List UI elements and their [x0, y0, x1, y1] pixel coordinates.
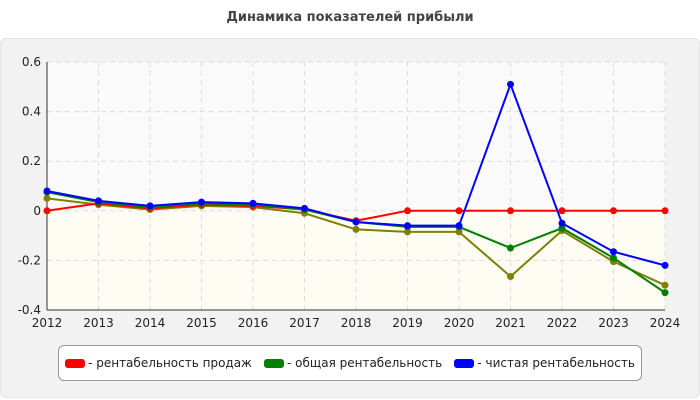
x-tick-label: 2012: [32, 316, 63, 330]
y-tick-label: 0.4: [22, 105, 41, 119]
y-tick-label: 0.2: [22, 154, 41, 168]
legend-label: - рентабельность продаж: [88, 356, 252, 370]
data-point: [558, 224, 566, 232]
x-tick-label: 2022: [547, 316, 578, 330]
x-tick-label: 2019: [392, 316, 423, 330]
data-point: [507, 80, 514, 88]
legend: - рентабельность продаж - общая рентабел…: [58, 345, 642, 381]
y-tick-label: 0: [33, 204, 41, 218]
data-point: [146, 202, 154, 210]
y-tick-label: -0.4: [18, 303, 41, 317]
x-tick-label: 2024: [650, 316, 681, 330]
x-tick-label: 2013: [83, 316, 114, 330]
data-point: [43, 207, 51, 215]
data-point: [198, 198, 205, 206]
legend-swatch: [264, 358, 285, 368]
data-point: [661, 207, 669, 215]
data-point: [352, 218, 360, 226]
x-tick-label: 2020: [444, 316, 475, 330]
data-point: [404, 222, 411, 230]
x-tick-label: 2018: [341, 316, 372, 330]
data-point: [43, 187, 51, 195]
data-point: [661, 289, 669, 297]
data-point: [507, 207, 514, 215]
chart-title: Динамика показателей прибыли: [226, 10, 474, 25]
x-tick-label: 2021: [495, 316, 526, 330]
data-point: [661, 281, 669, 289]
x-tick-label: 2016: [238, 316, 269, 330]
legend-label: - общая рентабельность: [287, 356, 443, 370]
data-point: [507, 273, 514, 281]
x-tick-label: 2014: [135, 316, 166, 330]
data-point: [610, 248, 617, 256]
data-point: [610, 207, 617, 215]
data-point: [507, 244, 514, 252]
x-tick-label: 2015: [186, 316, 217, 330]
x-tick-label: 2023: [598, 316, 629, 330]
data-point: [43, 194, 51, 202]
data-point: [610, 254, 617, 262]
y-tick-label: -0.2: [18, 253, 41, 267]
data-point: [352, 225, 360, 233]
data-point: [404, 207, 411, 215]
data-point: [404, 228, 411, 236]
legend-item-total: - общая рентабельность: [264, 356, 442, 370]
legend-item-sales: - рентабельность продаж: [65, 356, 252, 370]
data-point: [558, 219, 566, 227]
data-point: [455, 207, 463, 215]
legend-label: - чистая рентабельность: [477, 356, 635, 370]
x-tick-label: 2017: [289, 316, 320, 330]
legend-swatch: [454, 358, 475, 368]
legend-swatch: [65, 358, 86, 368]
y-tick-label: 0.6: [22, 55, 41, 69]
data-point: [301, 204, 308, 212]
data-point: [95, 197, 102, 205]
data-point: [455, 222, 463, 230]
legend-item-net: - чистая рентабельность: [454, 356, 635, 370]
data-point: [455, 228, 463, 236]
data-point: [661, 261, 669, 269]
data-point: [249, 199, 257, 207]
data-point: [558, 207, 566, 215]
